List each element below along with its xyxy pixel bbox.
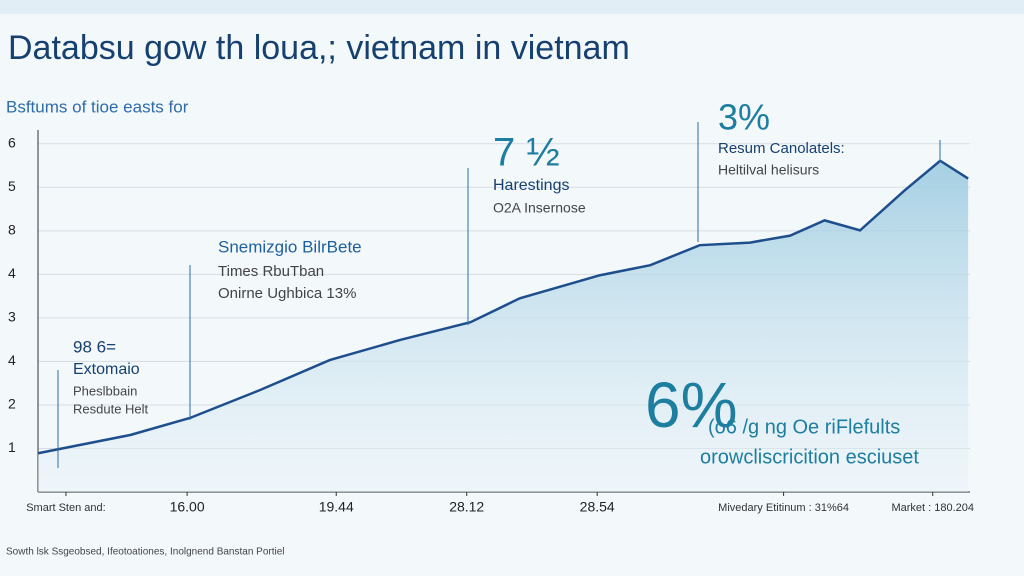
annotation-text: Times RbuTban [218, 263, 324, 280]
x-tick-label: 19.44 [319, 499, 354, 515]
annotations: 98 6= Extomaio Pheslbbain Resdute Helt S… [57, 97, 941, 468]
x-tick-label: Smart Sten and: [26, 502, 106, 514]
annotation-text: orowcliscricition esciuset [700, 446, 919, 468]
annotation-title: (o6 /ɡ ng Oe riFlefults [708, 416, 900, 438]
x-tick-label: 28.54 [580, 499, 615, 515]
y-tick-label: 4 [8, 265, 16, 281]
top-band [0, 0, 1024, 14]
chart-title: Databsu gow th loua,; vietnam in vietnam [8, 29, 630, 67]
annotation-title: Harestings [493, 177, 569, 194]
y-tick-label: 6 [8, 134, 16, 150]
x-tick-label: Mivedary Etitinum : 31%64 [718, 502, 849, 514]
y-tick-label: 1 [8, 439, 16, 455]
annotation-text: Heltilval helisurs [718, 162, 819, 178]
annotation-text: Onirne Ughbica 13% [218, 285, 356, 302]
annotation-headline: 6% [645, 369, 738, 441]
annotation-text: Resdute Helt [73, 401, 149, 416]
subtitle: Bsftums of tioe easts for [6, 97, 189, 116]
annotation-headline: 3% [718, 97, 770, 138]
annotation-text: Pheslbbain [73, 383, 137, 398]
annotation-headline: 98 6= [73, 337, 116, 356]
y-tick-label: 4 [8, 352, 16, 368]
annotation-headline: 7 ½ [493, 131, 560, 175]
annotation-title: Extomaio [73, 361, 140, 378]
y-tick-label: 2 [8, 396, 16, 412]
footnote: Sowth lsk Ssgeobsed, Ifeotoationes, Inol… [6, 547, 285, 558]
x-tick-label: 28.12 [449, 499, 484, 515]
annotation-title: Snemizgio BilrBete [218, 237, 362, 256]
x-tick-label: 16.00 [170, 499, 205, 515]
y-tick-label: 8 [8, 222, 16, 238]
line [37, 159, 969, 455]
y-tick-label: 3 [8, 309, 16, 325]
annotation-title: Resum Canolatels: [718, 140, 845, 157]
y-tick-label: 5 [8, 178, 16, 194]
annotation-text: O2A Insernose [493, 200, 586, 216]
x-tick-label: Market : 180.204 [891, 502, 974, 514]
